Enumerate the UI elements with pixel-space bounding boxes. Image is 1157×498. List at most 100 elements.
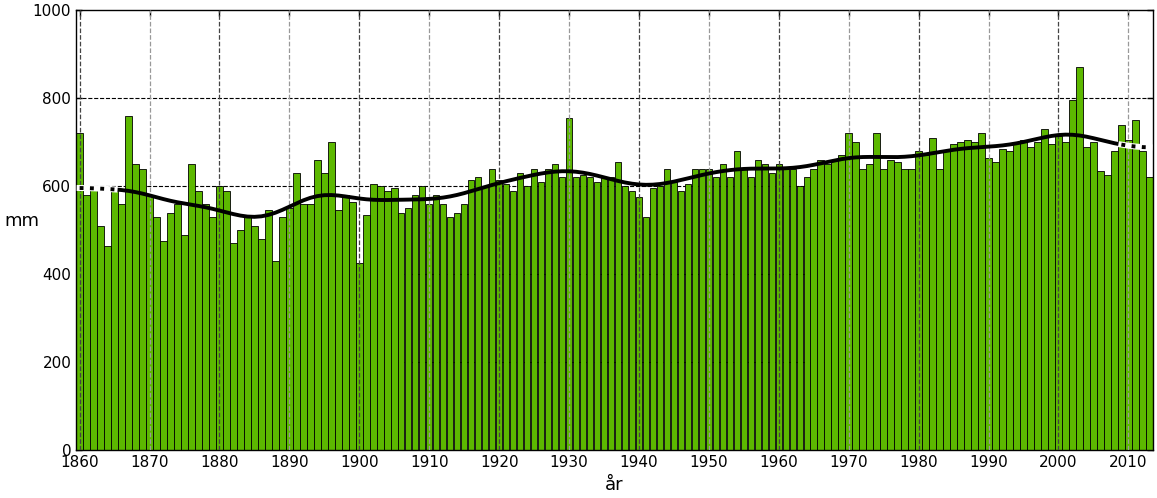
Bar	[734, 151, 740, 450]
Bar	[1048, 144, 1055, 450]
Bar	[230, 244, 237, 450]
Bar	[182, 235, 187, 450]
Bar	[510, 191, 516, 450]
Bar	[943, 151, 950, 450]
Bar	[223, 191, 230, 450]
Bar	[587, 177, 594, 450]
Bar	[720, 164, 727, 450]
Bar	[412, 195, 419, 450]
Bar	[867, 164, 872, 450]
Bar	[846, 133, 852, 450]
Bar	[237, 230, 244, 450]
Bar	[699, 169, 705, 450]
Bar	[419, 186, 426, 450]
Bar	[265, 211, 272, 450]
Bar	[789, 169, 796, 450]
Bar	[971, 142, 978, 450]
Bar	[125, 116, 132, 450]
Bar	[118, 204, 125, 450]
Bar	[153, 217, 160, 450]
Bar	[600, 177, 607, 450]
Bar	[175, 204, 180, 450]
Bar	[474, 177, 481, 450]
Bar	[139, 169, 146, 450]
Bar	[1132, 120, 1138, 450]
Bar	[496, 180, 502, 450]
Bar	[628, 191, 635, 450]
Bar	[818, 160, 824, 450]
Bar	[384, 191, 391, 450]
Bar	[1034, 142, 1041, 450]
Bar	[538, 182, 544, 450]
Bar	[566, 118, 573, 450]
Bar	[860, 169, 865, 450]
Bar	[1076, 67, 1083, 450]
Bar	[454, 213, 460, 450]
Bar	[398, 213, 405, 450]
Bar	[957, 142, 964, 450]
Bar	[482, 186, 488, 450]
Bar	[1000, 149, 1005, 450]
Bar	[825, 164, 831, 450]
Bar	[706, 169, 712, 450]
Bar	[559, 177, 566, 450]
Bar	[993, 162, 998, 450]
Bar	[1125, 140, 1132, 450]
Bar	[293, 173, 300, 450]
Bar	[727, 177, 734, 450]
Bar	[1147, 177, 1152, 450]
Bar	[1111, 151, 1118, 450]
Bar	[517, 173, 523, 450]
Bar	[1007, 151, 1012, 450]
Bar	[922, 155, 929, 450]
Bar	[489, 169, 495, 450]
Bar	[901, 169, 908, 450]
Bar	[286, 208, 293, 450]
Bar	[342, 195, 348, 450]
Bar	[594, 182, 600, 450]
Bar	[1069, 101, 1076, 450]
Bar	[1097, 171, 1104, 450]
Bar	[887, 160, 894, 450]
Bar	[300, 204, 307, 450]
Bar	[614, 162, 621, 450]
Bar	[405, 208, 412, 450]
Bar	[370, 184, 376, 450]
Bar	[796, 186, 803, 450]
Bar	[279, 217, 286, 450]
Bar	[531, 169, 537, 450]
Bar	[580, 175, 587, 450]
Bar	[832, 160, 838, 450]
Bar	[272, 261, 279, 450]
Bar	[775, 164, 782, 450]
Bar	[1041, 129, 1048, 450]
Y-axis label: mm: mm	[5, 212, 39, 230]
Bar	[768, 173, 775, 450]
Bar	[467, 180, 474, 450]
Bar	[349, 202, 355, 450]
Bar	[964, 140, 971, 450]
Bar	[692, 169, 698, 450]
Bar	[426, 204, 433, 450]
Bar	[258, 239, 265, 450]
Bar	[740, 169, 747, 450]
Bar	[447, 217, 454, 450]
Bar	[1090, 142, 1097, 450]
Bar	[986, 158, 992, 450]
Bar	[929, 138, 936, 450]
Bar	[329, 142, 334, 450]
Bar	[216, 186, 222, 450]
Bar	[90, 186, 97, 450]
Bar	[76, 133, 83, 450]
Bar	[202, 204, 208, 450]
Bar	[685, 184, 691, 450]
Bar	[839, 155, 845, 450]
Bar	[915, 151, 922, 450]
Bar	[161, 242, 167, 450]
Bar	[621, 186, 628, 450]
Bar	[754, 160, 761, 450]
Bar	[545, 169, 552, 450]
Bar	[196, 191, 201, 450]
Bar	[573, 177, 580, 450]
Bar	[1104, 175, 1111, 450]
